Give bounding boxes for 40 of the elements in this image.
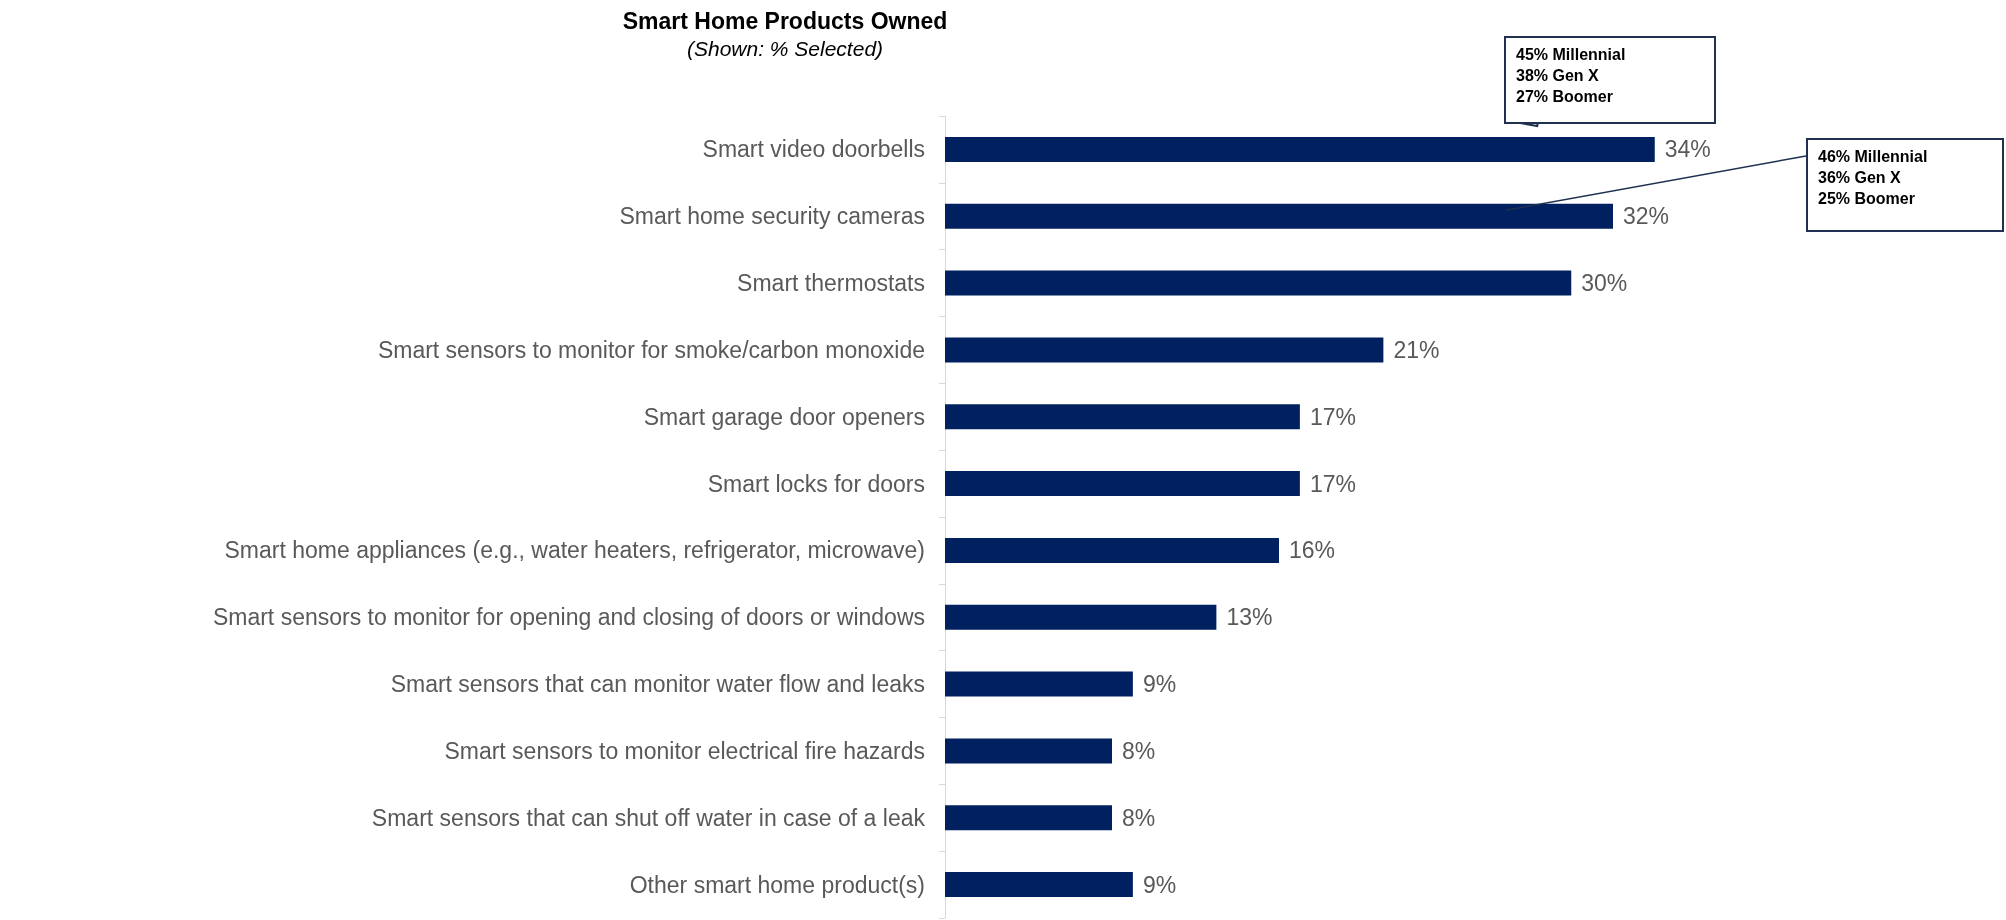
callout-box: 46% Millennial 36% Gen X 25% Boomer xyxy=(1806,138,2004,232)
data-label: 13% xyxy=(1226,604,1273,631)
y-tick-label: Smart sensors that can shut off water in case of a leak xyxy=(371,804,926,831)
bar xyxy=(945,671,1133,697)
data-label: 34% xyxy=(1664,136,1711,163)
bar xyxy=(945,471,1300,497)
data-label: 8% xyxy=(1122,737,1156,764)
data-label: 16% xyxy=(1289,537,1336,564)
bar xyxy=(945,537,1279,563)
data-label: 9% xyxy=(1142,671,1177,698)
chart-title: Smart Home Products Owned xyxy=(622,7,948,34)
bar xyxy=(945,738,1112,764)
y-tick-label: Smart home appliances (e.g., water heaters, refrigerator, microwave) xyxy=(224,537,925,564)
bar xyxy=(945,203,1613,229)
data-label: 8% xyxy=(1122,804,1156,831)
data-label: 21% xyxy=(1393,336,1440,363)
data-label: 17% xyxy=(1309,470,1356,497)
bar xyxy=(945,136,1655,162)
bar xyxy=(945,604,1217,630)
bar xyxy=(945,404,1300,430)
y-tick-label: Smart home security cameras xyxy=(619,203,925,230)
chart-subtitle: (Shown: % Selected) xyxy=(686,37,884,60)
bar xyxy=(945,270,1572,296)
data-label: 17% xyxy=(1309,403,1356,430)
y-tick-label: Smart video doorbells xyxy=(702,136,925,163)
bar xyxy=(945,872,1133,898)
y-tick-label: Smart garage door openers xyxy=(643,403,925,430)
y-tick-label: Smart locks for doors xyxy=(707,470,925,497)
bar xyxy=(945,337,1384,363)
callout-box: 45% Millennial 38% Gen X 27% Boomer xyxy=(1504,36,1716,124)
y-tick-label: Smart sensors to monitor for opening and closing of doors or windows xyxy=(212,604,925,631)
data-label: 9% xyxy=(1142,871,1177,898)
y-tick-label: Smart sensors that can monitor water flow and leaks xyxy=(390,671,925,698)
data-label: 30% xyxy=(1581,270,1628,297)
y-tick-label: Other smart home product(s) xyxy=(629,871,925,898)
bar xyxy=(945,805,1112,831)
y-tick-label: Smart sensors to monitor for smoke/carbon monoxide xyxy=(377,336,925,363)
y-tick-label: Smart sensors to monitor electrical fire hazards xyxy=(444,737,925,764)
y-tick-label: Smart thermostats xyxy=(737,270,925,297)
data-label: 32% xyxy=(1623,203,1670,230)
